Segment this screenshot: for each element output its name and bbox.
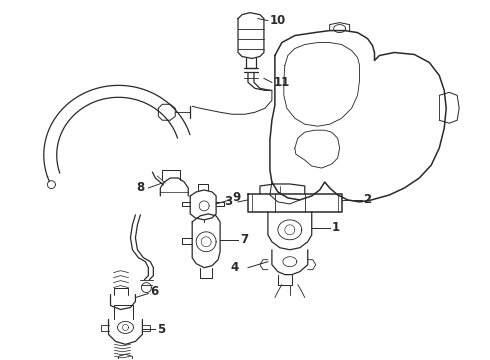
Text: 3: 3 <box>224 195 232 208</box>
Text: 8: 8 <box>136 181 145 194</box>
Text: 11: 11 <box>274 76 290 89</box>
Text: 2: 2 <box>364 193 372 206</box>
Text: 9: 9 <box>232 192 240 204</box>
Text: 4: 4 <box>230 261 238 274</box>
Text: 1: 1 <box>332 221 340 234</box>
Text: 7: 7 <box>240 233 248 246</box>
Text: 6: 6 <box>150 285 159 298</box>
Text: 10: 10 <box>270 14 286 27</box>
Text: 5: 5 <box>157 323 166 336</box>
